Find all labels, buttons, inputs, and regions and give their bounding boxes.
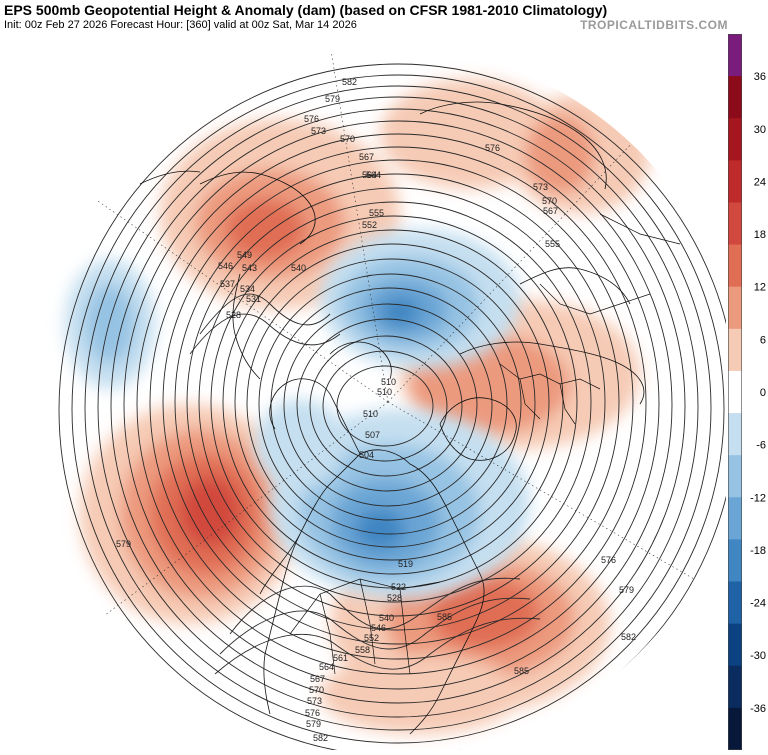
contour-label: 579 [325,94,340,104]
map-title: EPS 500mb Geopotential Height & Anomaly … [4,2,608,18]
map-subtitle: Init: 00z Feb 27 2026 Forecast Hour: [36… [4,19,357,31]
contour-label: 555 [545,239,560,249]
colorbar-tick-label: -30 [750,650,766,662]
contour-label: 564 [366,170,381,180]
colorbar-swatch [728,370,742,414]
contour-label: 555 [369,208,384,218]
contour-label: 585 [514,666,529,676]
colorbar-tick-label: 36 [754,71,766,83]
colorbar-swatch [728,413,742,456]
colorbar-tick-label: -24 [750,598,766,610]
site-credit: TROPICALTIDBITS.COM [580,18,728,32]
contour-label: 582 [313,733,328,743]
contour-label: 528 [387,593,402,603]
colorbar-tick-label: 24 [754,176,766,188]
colorbar-tick-label: -18 [750,545,766,557]
colorbar-swatch [728,665,742,709]
contour-label: 540 [379,613,394,623]
contour-label: 531 [246,294,261,304]
contour-label: 510 [381,377,396,387]
contour-label: 510 [377,387,392,397]
contour-label: 519 [398,559,413,569]
colorbar-tick-label: 30 [754,124,766,136]
colorbar-swatch [728,34,742,77]
contour-labels: 582 579 576 573 570 567 564 555 552 549 … [116,77,636,743]
colorbar-swatch [728,328,742,372]
graticule [33,47,721,635]
contour-label: 552 [362,220,377,230]
colorbar-swatch [728,202,742,246]
contour-label: 558 [355,645,370,655]
contour-label: 537 [220,279,235,289]
contour-label: 564 [319,662,334,672]
contour-label: 570 [309,685,324,695]
colorbar-tick-label: 12 [754,282,766,294]
colorbar-swatch [728,244,742,288]
contour-label: 567 [310,674,325,684]
contour-label: 546 [218,261,233,271]
colorbar-swatch [728,118,742,161]
contour-label: 570 [340,134,355,144]
political-boundaries [289,213,681,675]
contour-label: 510 [363,409,378,419]
contour-label: 552 [364,633,379,643]
contour-label: 567 [359,152,374,162]
contour-label: 576 [305,708,320,718]
colorbar-swatch [728,160,742,203]
contour-label: 507 [365,430,380,440]
colorbar-tick-label: 6 [760,334,766,346]
contour-label: 546 [371,623,386,633]
contour-label: 528 [226,310,241,320]
contour-label: 549 [237,250,252,260]
colorbar-tick-label: 0 [760,387,766,399]
contour-label: 570 [542,196,557,206]
colorbar-swatch [728,707,742,751]
colorbar-tick-label: -36 [750,703,766,715]
colorbar-swatch [728,581,742,625]
colorbar-swatch [728,286,742,330]
contour-label: 543 [242,263,257,273]
contour-label: 504 [359,450,374,460]
colorbar-svg: 36 30 24 18 12 6 0 -6 -12 -18 -24 -30 -36 [728,34,766,751]
coastlines [49,101,645,735]
chart-header: EPS 500mb Geopotential Height & Anomaly … [0,0,768,34]
map-svg: 582 579 576 573 570 567 564 555 552 549 … [33,47,726,750]
contour-label: 585 [437,612,452,622]
colorbar-swatch [728,623,742,667]
contour-label: 522 [391,582,406,592]
colorbar-swatch [728,539,742,583]
contour-label: 573 [307,696,322,706]
contour-label: 540 [291,263,306,273]
contour-label: 582 [342,77,357,87]
colorbar-swatch [728,497,742,540]
contour-label: 567 [543,206,558,216]
colorbar-tick-label: 18 [754,229,766,241]
contour-label: 561 [333,653,348,663]
contour-label: 573 [533,182,548,192]
contour-label: 564 [362,170,377,180]
colorbar-tick-label: -12 [750,492,766,504]
height-contours [58,63,726,750]
contour-label: 576 [485,143,500,153]
colorbar-swatch [728,455,742,498]
contour-label: 579 [116,539,131,549]
contour-label: 579 [619,585,634,595]
contour-label: 582 [621,632,636,642]
contour-label: 534 [240,284,255,294]
contour-label: 576 [304,114,319,124]
colorbar-swatch [728,76,742,119]
contour-label: 576 [601,555,616,565]
polar-map: 582 579 576 573 570 567 564 555 552 549 … [0,34,726,750]
anomaly-colorbar: 36 30 24 18 12 6 0 -6 -12 -18 -24 -30 -36 [728,34,768,751]
colorbar-tick-label: -6 [756,440,766,452]
contour-label: 573 [311,126,326,136]
contour-label: 579 [306,719,321,729]
